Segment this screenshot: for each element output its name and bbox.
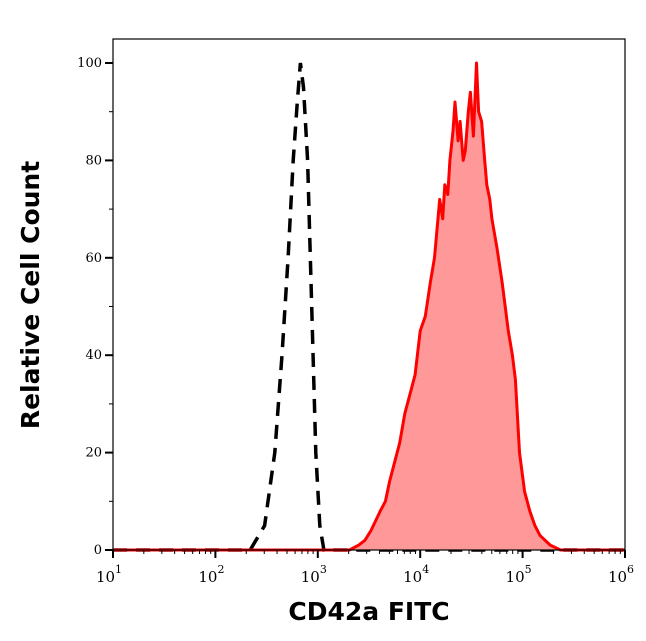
axes-layer: 0 20 40 60 80 100 101 102 103 104 105 106 bbox=[77, 56, 634, 586]
x-tick-label: 105 bbox=[506, 563, 532, 586]
series-line-0 bbox=[113, 62, 625, 552]
x-tick-label: 102 bbox=[198, 563, 224, 586]
y-axis-title: Relative Cell Count bbox=[16, 161, 45, 429]
series-fill-1 bbox=[113, 63, 625, 550]
x-axis-title: CD42a FITC bbox=[288, 597, 449, 626]
series-layer bbox=[113, 61, 625, 552]
y-tick-label: 80 bbox=[85, 153, 102, 168]
y-tick-label: 40 bbox=[85, 348, 102, 363]
y-tick-label: 100 bbox=[77, 56, 102, 71]
y-tick-label: 20 bbox=[85, 446, 102, 461]
x-tick-label: 103 bbox=[301, 563, 327, 586]
plot-frame bbox=[112, 38, 626, 551]
x-tick-label: 106 bbox=[608, 563, 634, 586]
x-tick-label: 104 bbox=[403, 563, 429, 586]
y-tick-label: 60 bbox=[85, 251, 102, 266]
x-tick-label: 101 bbox=[96, 563, 122, 586]
series-line-1 bbox=[113, 61, 625, 552]
y-tick-label: 0 bbox=[94, 543, 102, 558]
